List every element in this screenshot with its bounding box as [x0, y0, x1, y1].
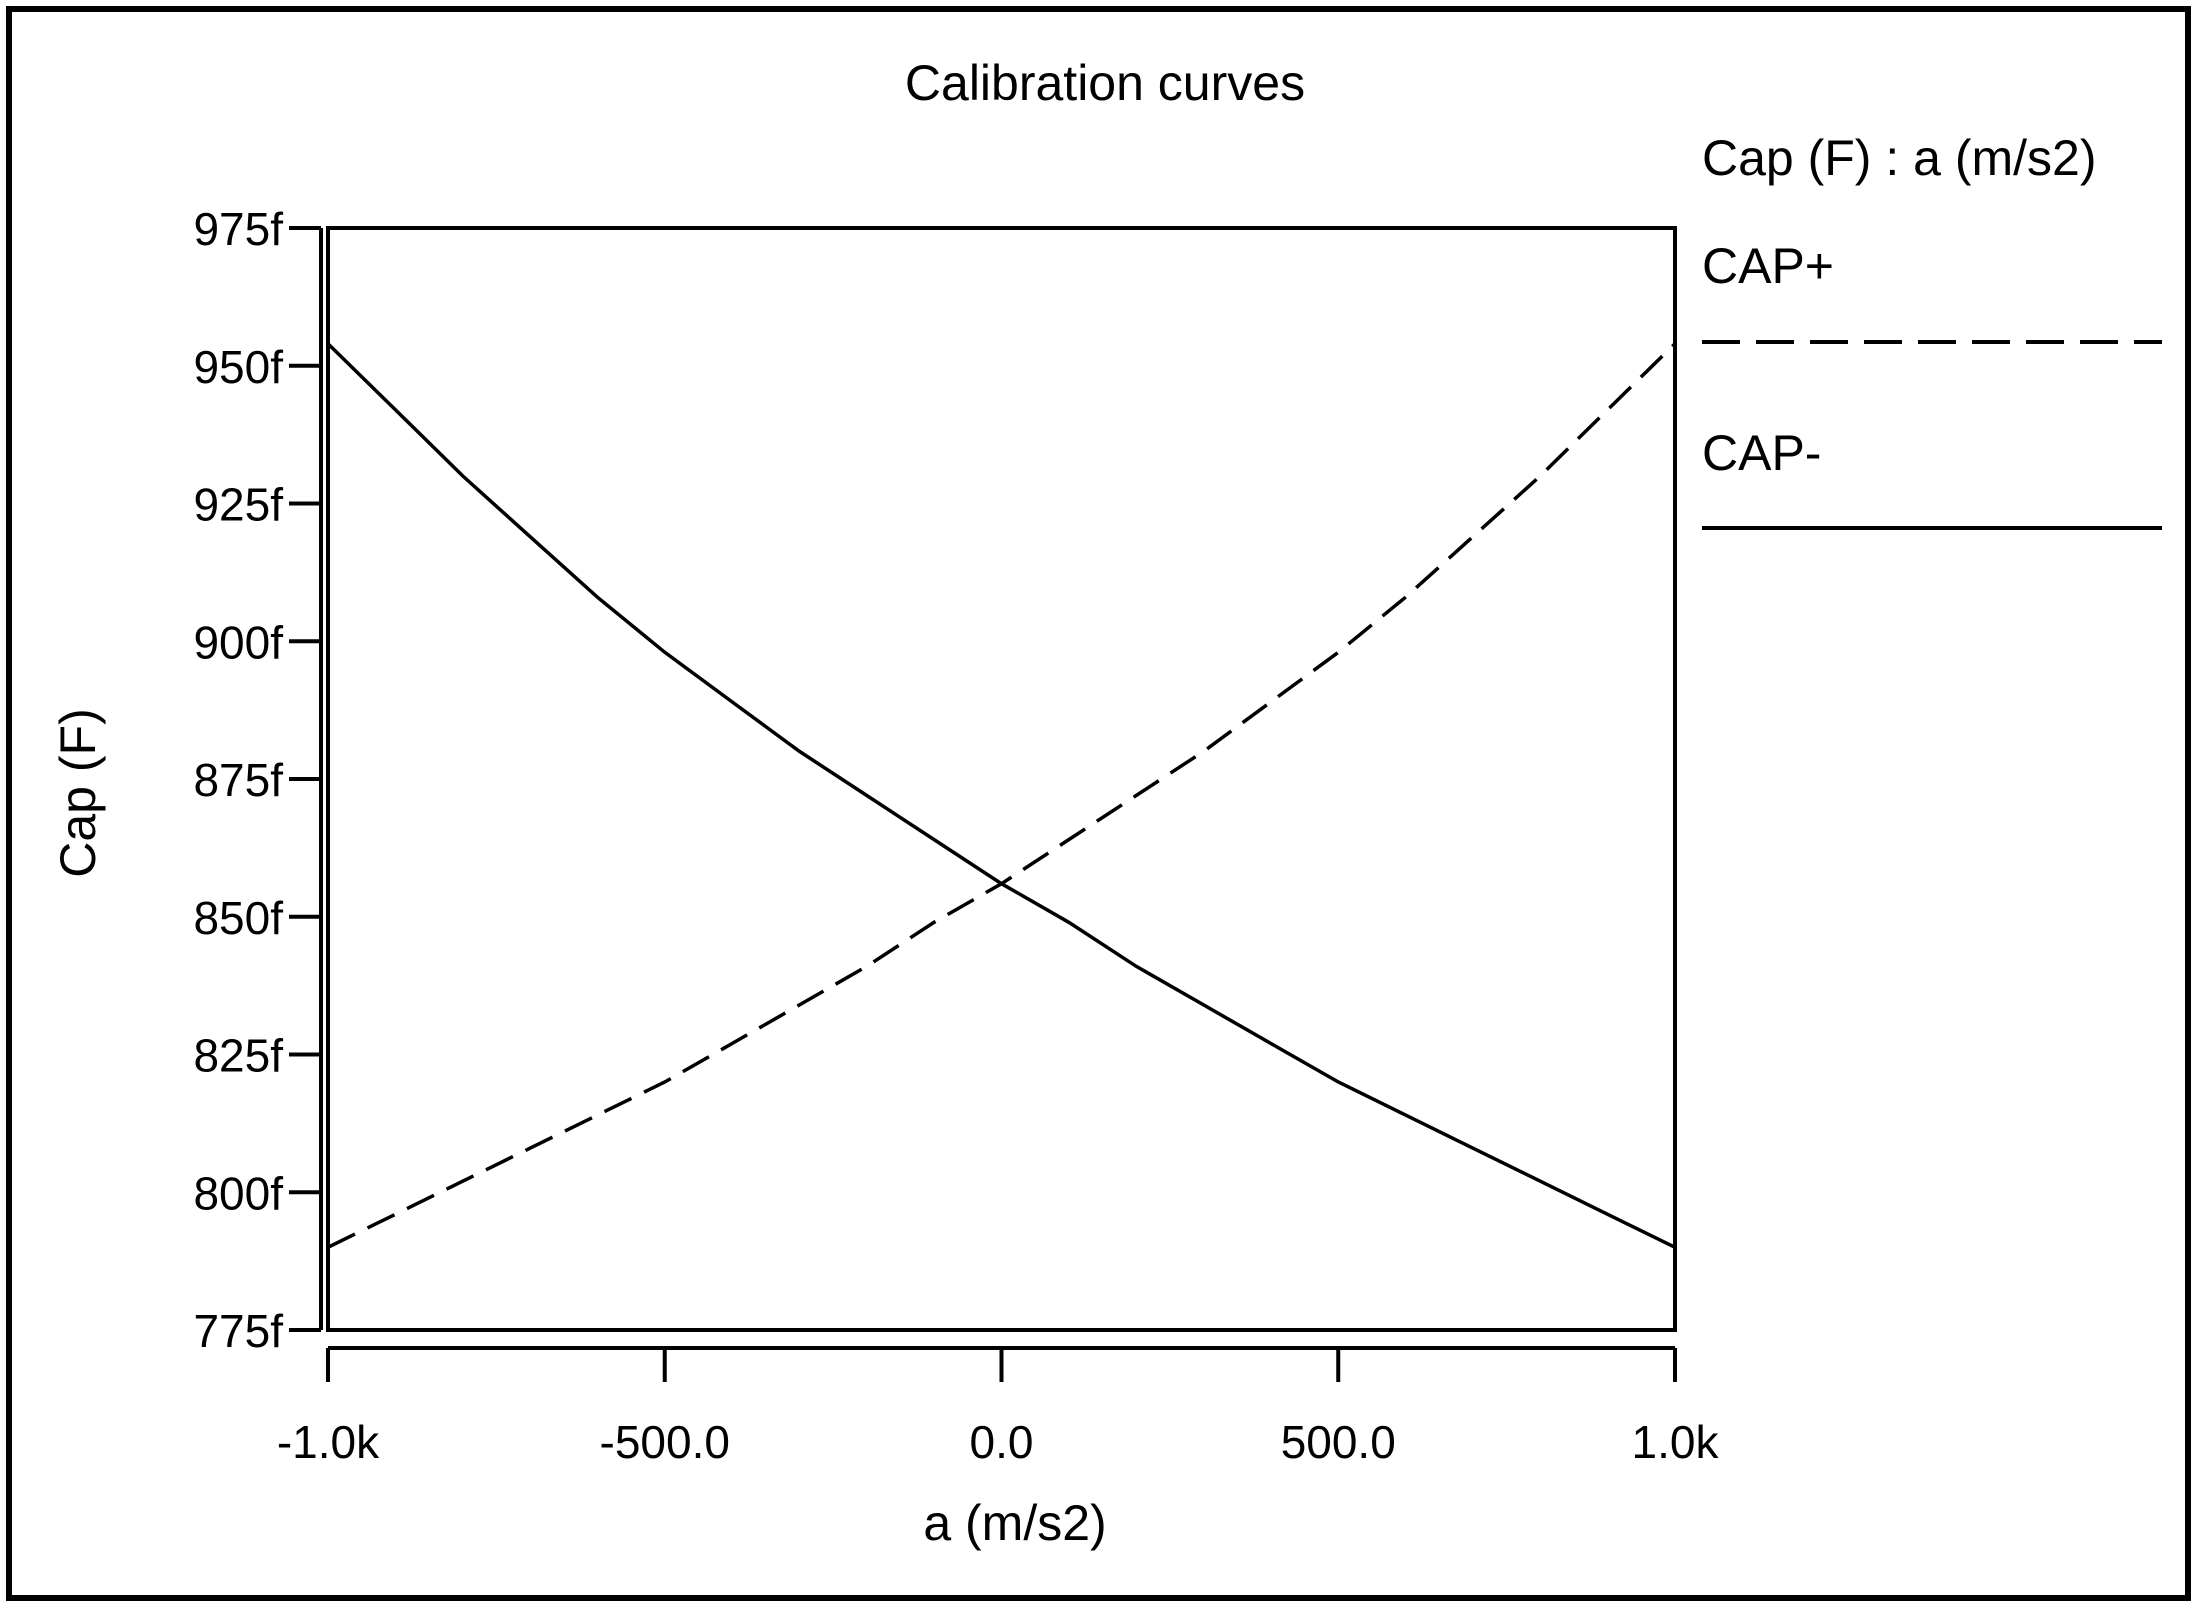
- x-axis-label: a (m/s2): [923, 1495, 1106, 1551]
- legend-title: Cap (F) : a (m/s2): [1702, 130, 2096, 186]
- y-tick-label: 800f: [193, 1167, 283, 1219]
- y-axis-label: Cap (F): [50, 708, 106, 877]
- outer-border: [6, 6, 2191, 1601]
- x-tick-label: -1.0k: [277, 1416, 380, 1468]
- x-tick-label: 500.0: [1281, 1416, 1396, 1468]
- y-tick-label: 850f: [193, 892, 283, 944]
- y-tick-label: 950f: [193, 341, 283, 393]
- legend-label-cap-plus: CAP+: [1702, 238, 1834, 294]
- y-tick-label: 875f: [193, 754, 283, 806]
- legend: Cap (F) : a (m/s2) CAP+ CAP-: [1702, 130, 2162, 530]
- y-tick-label: 975f: [193, 203, 283, 255]
- x-tick-label: 0.0: [970, 1416, 1034, 1468]
- y-tick-label: 775f: [193, 1305, 283, 1357]
- x-tick-label: 1.0k: [1632, 1416, 1720, 1468]
- series-line-cap-minus: [326, 342, 1676, 1249]
- series-layer: [326, 342, 1677, 1249]
- plot-area: [326, 226, 1677, 1332]
- x-axis-ticks: -1.0k -500.0 0.0 500.0 1.0k: [277, 1348, 1720, 1468]
- legend-label-cap-minus: CAP-: [1702, 425, 1821, 481]
- y-axis-ticks: 775f 800f 825f 850f 875f 900f 925f 950f 975f: [193, 203, 321, 1357]
- y-tick-label: 900f: [193, 616, 283, 668]
- y-tick-label: 925f: [193, 479, 283, 531]
- x-tick-label: -500.0: [600, 1416, 730, 1468]
- y-tick-label: 825f: [193, 1030, 283, 1082]
- chart-title: Calibration curves: [905, 55, 1305, 111]
